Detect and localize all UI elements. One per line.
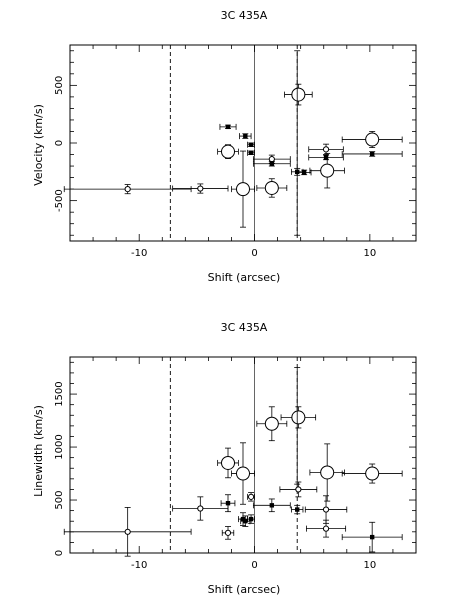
data-point <box>217 447 239 479</box>
x-tick-label: 0 <box>251 560 257 571</box>
x-tick-label: -10 <box>131 248 147 259</box>
marker-filled <box>225 124 231 130</box>
data-point <box>63 507 192 557</box>
marker-filled <box>240 516 246 522</box>
data-point <box>308 154 344 161</box>
data-point <box>220 494 236 513</box>
marker-large-open <box>291 410 306 425</box>
data-point <box>63 184 192 195</box>
data-point <box>217 144 239 159</box>
marker-filled <box>369 534 375 540</box>
data-point <box>172 183 229 194</box>
x-axis-label: Shift (arcsec) <box>208 583 281 596</box>
marker-filled <box>269 161 275 166</box>
data-point <box>237 512 249 526</box>
marker-large-open <box>236 182 250 197</box>
marker-filled <box>248 142 254 147</box>
data-point <box>221 526 235 540</box>
marker-filled <box>248 516 254 522</box>
plot-frame <box>69 356 417 554</box>
linewidth-panel: 3C 435A Shift (arcsec) Linewidth (km/s) … <box>32 321 417 596</box>
data-point <box>308 143 344 155</box>
data-point <box>247 141 255 148</box>
data-point <box>280 406 317 429</box>
y-tick-label: 0 <box>54 140 65 146</box>
marker-large-open <box>365 466 380 481</box>
data-point <box>341 463 403 484</box>
marker-filled <box>225 501 231 506</box>
data-point <box>291 504 304 515</box>
chart-title: 3C 435A <box>221 321 268 334</box>
data-point <box>306 519 347 538</box>
data-point <box>294 367 301 485</box>
chart-title: 3C 435A <box>221 9 268 22</box>
marker-small-open <box>295 486 302 493</box>
marker-filled <box>323 155 329 160</box>
marker-large-open <box>320 465 335 480</box>
marker-large-open <box>264 180 279 195</box>
marker-large-open <box>291 87 306 102</box>
data-point <box>231 442 255 505</box>
data-point <box>219 123 237 130</box>
marker-small-open <box>124 528 131 535</box>
marker-large-open <box>365 132 380 147</box>
data-point <box>247 514 255 524</box>
y-axis-label: Velocity (km/s) <box>32 104 45 186</box>
data-point <box>231 150 255 228</box>
y-tick-label: 0 <box>54 550 65 556</box>
x-tick-label: 10 <box>363 248 376 259</box>
marker-small-open <box>268 156 275 163</box>
x-tick-label: -10 <box>131 560 147 571</box>
marker-filled <box>243 133 248 139</box>
y-tick-label: 500 <box>54 76 65 95</box>
marker-filled <box>243 519 248 524</box>
marker-filled <box>269 503 275 508</box>
data-point <box>309 443 345 502</box>
marker-small-open <box>197 185 204 192</box>
marker-small-open <box>224 529 232 536</box>
data-point <box>239 133 252 140</box>
marker-filled <box>301 170 307 175</box>
data-point <box>304 495 348 524</box>
marker-small-open <box>322 525 330 532</box>
x-tick-label: 0 <box>251 248 257 259</box>
marker-large-open <box>221 144 236 159</box>
marker-large-open <box>236 466 250 481</box>
data-point <box>294 50 301 236</box>
marker-large-open <box>320 163 335 178</box>
marker-small-open <box>124 186 131 193</box>
marker-large-open <box>221 455 236 470</box>
data-point <box>256 178 288 198</box>
marker-large-open <box>264 416 279 431</box>
marker-small-open <box>322 506 330 513</box>
velocity-panel: 3C 435A Shift (arcsec) Velocity (km/s) -… <box>32 9 417 284</box>
data-point <box>256 406 288 442</box>
marker-small-open <box>197 505 204 512</box>
data-point <box>252 160 291 167</box>
y-tick-label: 500 <box>54 490 65 509</box>
marker-filled <box>295 507 300 512</box>
x-axis-label: Shift (arcsec) <box>208 271 281 284</box>
data-point <box>341 521 403 553</box>
data-point <box>247 492 255 502</box>
y-tick-label: -500 <box>54 189 65 212</box>
marker-filled <box>369 151 375 157</box>
data-point <box>279 481 318 498</box>
data-point <box>252 498 291 513</box>
x-tick-label: 10 <box>363 560 376 571</box>
data-point <box>284 83 313 106</box>
y-tick-label: 1500 <box>54 381 65 406</box>
data-point <box>341 150 403 157</box>
marker-filled <box>248 150 254 155</box>
y-axis-label: Linewidth (km/s) <box>32 405 45 497</box>
marker-small-open <box>322 146 330 153</box>
data-point <box>247 149 255 156</box>
marker-small-open <box>247 493 255 500</box>
y-tick-label: 1000 <box>54 434 65 459</box>
data-point <box>341 131 403 149</box>
data-point <box>172 496 229 521</box>
